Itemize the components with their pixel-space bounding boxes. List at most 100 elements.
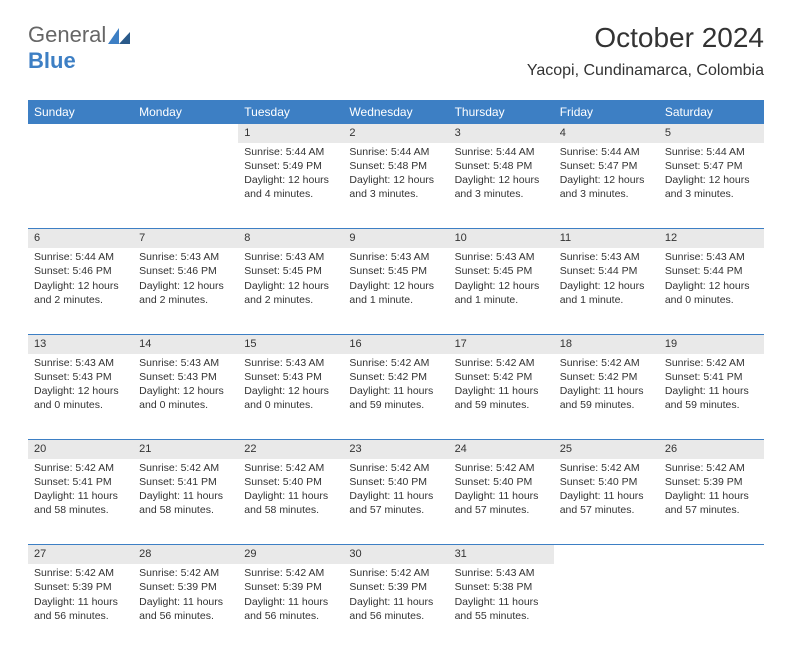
day-details: Sunrise: 5:43 AMSunset: 5:44 PMDaylight:…	[554, 248, 659, 334]
header-row: Sunday Monday Tuesday Wednesday Thursday…	[28, 100, 764, 124]
sunrise-text: Sunrise: 5:43 AM	[455, 566, 548, 580]
sunrise-text: Sunrise: 5:44 AM	[665, 145, 758, 159]
day-details: Sunrise: 5:44 AMSunset: 5:48 PMDaylight:…	[343, 143, 448, 229]
logo-part2: Blue	[28, 48, 76, 73]
sunrise-text: Sunrise: 5:42 AM	[560, 356, 653, 370]
sunrise-text: Sunrise: 5:42 AM	[665, 461, 758, 475]
daylight-text: Daylight: 12 hours and 1 minute.	[349, 279, 442, 307]
daylight-text: Daylight: 12 hours and 0 minutes.	[34, 384, 127, 412]
day-details: Sunrise: 5:42 AMSunset: 5:40 PMDaylight:…	[343, 459, 448, 545]
sunrise-text: Sunrise: 5:42 AM	[244, 566, 337, 580]
daylight-text: Daylight: 11 hours and 56 minutes.	[139, 595, 232, 623]
day-details: Sunrise: 5:43 AMSunset: 5:45 PMDaylight:…	[343, 248, 448, 334]
sunset-text: Sunset: 5:46 PM	[139, 264, 232, 278]
day-number: 31	[449, 545, 554, 564]
sunset-text: Sunset: 5:40 PM	[560, 475, 653, 489]
day-number: 12	[659, 229, 764, 248]
sunset-text: Sunset: 5:43 PM	[244, 370, 337, 384]
sunrise-text: Sunrise: 5:43 AM	[244, 356, 337, 370]
logo: General Blue	[28, 22, 130, 74]
sunset-text: Sunset: 5:39 PM	[665, 475, 758, 489]
sunrise-text: Sunrise: 5:42 AM	[455, 356, 548, 370]
day-number: 27	[28, 545, 133, 564]
location-text: Yacopi, Cundinamarca, Colombia	[527, 62, 764, 80]
day-number: 19	[659, 334, 764, 353]
sunset-text: Sunset: 5:39 PM	[34, 580, 127, 594]
daylight-text: Daylight: 11 hours and 57 minutes.	[560, 489, 653, 517]
sunset-text: Sunset: 5:48 PM	[455, 159, 548, 173]
day-number: 10	[449, 229, 554, 248]
sunset-text: Sunset: 5:42 PM	[455, 370, 548, 384]
day-details: Sunrise: 5:42 AMSunset: 5:41 PMDaylight:…	[28, 459, 133, 545]
daylight-text: Daylight: 12 hours and 2 minutes.	[34, 279, 127, 307]
day-number: 29	[238, 545, 343, 564]
sunset-text: Sunset: 5:40 PM	[244, 475, 337, 489]
day-details: Sunrise: 5:42 AMSunset: 5:42 PMDaylight:…	[554, 354, 659, 440]
sunset-text: Sunset: 5:47 PM	[560, 159, 653, 173]
day-details: Sunrise: 5:42 AMSunset: 5:39 PMDaylight:…	[343, 564, 448, 650]
day-number: 23	[343, 440, 448, 459]
sunrise-text: Sunrise: 5:44 AM	[349, 145, 442, 159]
sunrise-text: Sunrise: 5:43 AM	[34, 356, 127, 370]
col-monday: Monday	[133, 100, 238, 124]
day-details: Sunrise: 5:43 AMSunset: 5:43 PMDaylight:…	[133, 354, 238, 440]
col-thursday: Thursday	[449, 100, 554, 124]
daylight-text: Daylight: 12 hours and 0 minutes.	[244, 384, 337, 412]
day-details	[28, 143, 133, 229]
day-number: 21	[133, 440, 238, 459]
sunset-text: Sunset: 5:42 PM	[349, 370, 442, 384]
day-details	[659, 564, 764, 650]
col-saturday: Saturday	[659, 100, 764, 124]
day-number: 15	[238, 334, 343, 353]
daylight-text: Daylight: 11 hours and 55 minutes.	[455, 595, 548, 623]
day-number: 22	[238, 440, 343, 459]
sunset-text: Sunset: 5:39 PM	[349, 580, 442, 594]
day-details	[554, 564, 659, 650]
sunset-text: Sunset: 5:45 PM	[244, 264, 337, 278]
day-details: Sunrise: 5:42 AMSunset: 5:39 PMDaylight:…	[238, 564, 343, 650]
day-details: Sunrise: 5:43 AMSunset: 5:45 PMDaylight:…	[449, 248, 554, 334]
day-number: 6	[28, 229, 133, 248]
sunrise-text: Sunrise: 5:42 AM	[349, 566, 442, 580]
sunrise-text: Sunrise: 5:43 AM	[139, 250, 232, 264]
day-details: Sunrise: 5:44 AMSunset: 5:49 PMDaylight:…	[238, 143, 343, 229]
day-details: Sunrise: 5:42 AMSunset: 5:40 PMDaylight:…	[238, 459, 343, 545]
sunrise-text: Sunrise: 5:42 AM	[455, 461, 548, 475]
daylight-text: Daylight: 12 hours and 1 minute.	[560, 279, 653, 307]
day-number: 16	[343, 334, 448, 353]
day-details: Sunrise: 5:42 AMSunset: 5:40 PMDaylight:…	[449, 459, 554, 545]
sunset-text: Sunset: 5:43 PM	[139, 370, 232, 384]
day-details: Sunrise: 5:44 AMSunset: 5:47 PMDaylight:…	[554, 143, 659, 229]
sunset-text: Sunset: 5:43 PM	[34, 370, 127, 384]
daylight-text: Daylight: 11 hours and 58 minutes.	[34, 489, 127, 517]
daylight-text: Daylight: 12 hours and 2 minutes.	[139, 279, 232, 307]
day-number: 4	[554, 124, 659, 143]
col-tuesday: Tuesday	[238, 100, 343, 124]
daylight-text: Daylight: 11 hours and 57 minutes.	[665, 489, 758, 517]
sunset-text: Sunset: 5:46 PM	[34, 264, 127, 278]
daylight-text: Daylight: 12 hours and 3 minutes.	[665, 173, 758, 201]
day-details: Sunrise: 5:42 AMSunset: 5:42 PMDaylight:…	[449, 354, 554, 440]
day-number	[133, 124, 238, 143]
sunrise-text: Sunrise: 5:42 AM	[139, 566, 232, 580]
daylight-text: Daylight: 11 hours and 59 minutes.	[560, 384, 653, 412]
calendar-table: Sunday Monday Tuesday Wednesday Thursday…	[28, 100, 764, 650]
sunrise-text: Sunrise: 5:42 AM	[665, 356, 758, 370]
sunrise-text: Sunrise: 5:43 AM	[560, 250, 653, 264]
day-number	[659, 545, 764, 564]
day-number: 28	[133, 545, 238, 564]
daylight-text: Daylight: 11 hours and 59 minutes.	[455, 384, 548, 412]
day-number	[28, 124, 133, 143]
week-daynum-row: 12345	[28, 124, 764, 143]
daylight-text: Daylight: 12 hours and 0 minutes.	[665, 279, 758, 307]
sunset-text: Sunset: 5:45 PM	[349, 264, 442, 278]
sunrise-text: Sunrise: 5:44 AM	[244, 145, 337, 159]
sunset-text: Sunset: 5:40 PM	[455, 475, 548, 489]
daylight-text: Daylight: 12 hours and 0 minutes.	[139, 384, 232, 412]
sunrise-text: Sunrise: 5:43 AM	[665, 250, 758, 264]
week-details-row: Sunrise: 5:42 AMSunset: 5:41 PMDaylight:…	[28, 459, 764, 545]
daylight-text: Daylight: 11 hours and 57 minutes.	[455, 489, 548, 517]
day-number: 30	[343, 545, 448, 564]
daylight-text: Daylight: 11 hours and 59 minutes.	[349, 384, 442, 412]
day-number: 14	[133, 334, 238, 353]
